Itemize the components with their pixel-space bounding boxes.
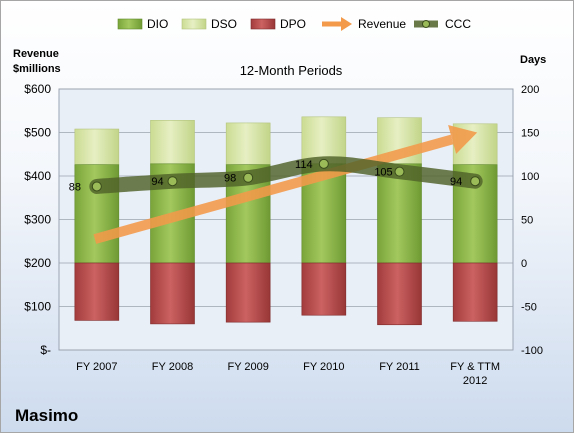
- ccc-marker: [167, 176, 178, 187]
- titles-group: 12-Month Periods Revenue $millions Days: [13, 48, 546, 78]
- ccc-data-label: 105: [374, 167, 392, 179]
- legend: DIO DSO DPO Revenue CCC: [117, 17, 471, 31]
- ccc-marker: [91, 181, 102, 192]
- revenue-line: [93, 134, 454, 244]
- legend-label: DPO: [280, 17, 306, 31]
- chart-title: 12-Month Periods: [240, 63, 343, 78]
- legend-swatch-dso: [181, 18, 207, 30]
- ccc-marker: [470, 176, 481, 187]
- dso-bar: [301, 116, 347, 165]
- ccc-data-label: 88: [69, 181, 81, 193]
- dso-bar: [225, 122, 271, 165]
- dpo-bar: [74, 262, 120, 321]
- ccc-data-label: 98: [224, 173, 236, 185]
- right-axis-tick-label: 0: [521, 258, 527, 270]
- right-axis-tick-label: -50: [521, 302, 537, 314]
- legend-item-dpo: DPO: [250, 17, 306, 31]
- bars-group: [74, 116, 498, 326]
- x-axis-tick-label: FY 2008: [152, 361, 193, 373]
- revenue-arrow-group: [93, 125, 478, 244]
- left-axis-tick-label: $-: [40, 343, 51, 357]
- left-axis-tick-label: $400: [24, 169, 51, 183]
- ccc-data-label: 94: [151, 176, 163, 188]
- left-axis-tick-label: $600: [24, 82, 51, 96]
- x-axis-tick-label: 2012: [463, 375, 487, 387]
- left-axis-tick-label: $300: [24, 213, 51, 227]
- legend-label: DSO: [211, 17, 237, 31]
- dso-bar: [150, 120, 195, 165]
- left-axis-tick-label: $100: [24, 300, 51, 314]
- legend-swatch-dio: [117, 18, 143, 30]
- legend-swatch-ccc-marker: [422, 20, 430, 28]
- dpo-bar: [150, 262, 195, 325]
- left-axis-title: Revenue: [13, 48, 59, 60]
- legend-swatch-revenue-head: [341, 17, 352, 31]
- x-axis-tick-label: FY 2009: [227, 361, 268, 373]
- ccc-marker: [318, 158, 329, 169]
- legend-label: DIO: [147, 17, 168, 31]
- x-axis-tick-label: FY 2007: [76, 361, 117, 373]
- left-axis-tick-label: $200: [24, 256, 51, 270]
- legend-label: CCC: [445, 17, 471, 31]
- company-name: Masimo: [15, 406, 79, 425]
- axes-group: $- $100 $200 $300 $400 $500 $600 -100 -50 0 50 100 1…: [24, 82, 543, 387]
- ccc-marker: [394, 166, 405, 177]
- right-axis-tick-label: 150: [521, 128, 539, 140]
- ccc-marker: [243, 172, 254, 183]
- legend-label: Revenue: [358, 17, 406, 31]
- ccc-line: [89, 156, 483, 194]
- x-axis-tick-label: FY & TTM: [450, 361, 500, 373]
- left-axis-title: $millions: [13, 63, 61, 75]
- right-axis-title: Days: [520, 54, 546, 66]
- revenue-arrowhead: [448, 125, 478, 154]
- left-axis-tick-label: $500: [24, 126, 51, 140]
- ccc-line-group: 88 94 98 114 105 94: [69, 156, 483, 194]
- legend-item-dso: DSO: [181, 17, 237, 31]
- x-axis-tick-label: FY 2010: [303, 361, 344, 373]
- ccc-data-label: 94: [450, 176, 462, 188]
- legend-swatch-dpo: [250, 18, 276, 30]
- right-axis-tick-label: -100: [521, 345, 543, 357]
- right-axis-tick-label: 100: [521, 171, 539, 183]
- legend-item-revenue: Revenue: [322, 17, 406, 31]
- right-axis-tick-label: 200: [521, 84, 539, 96]
- ccc-data-label: 114: [295, 159, 313, 171]
- legend-item-dio: DIO: [117, 17, 168, 31]
- dso-bar: [74, 128, 120, 165]
- legend-item-ccc: CCC: [414, 17, 471, 31]
- right-axis-tick-label: 50: [521, 215, 533, 227]
- dpo-bar: [301, 262, 347, 316]
- dpo-bar: [377, 262, 422, 326]
- dpo-bar: [452, 262, 498, 322]
- x-axis-tick-label: FY 2011: [379, 361, 420, 373]
- dpo-bar: [225, 262, 271, 323]
